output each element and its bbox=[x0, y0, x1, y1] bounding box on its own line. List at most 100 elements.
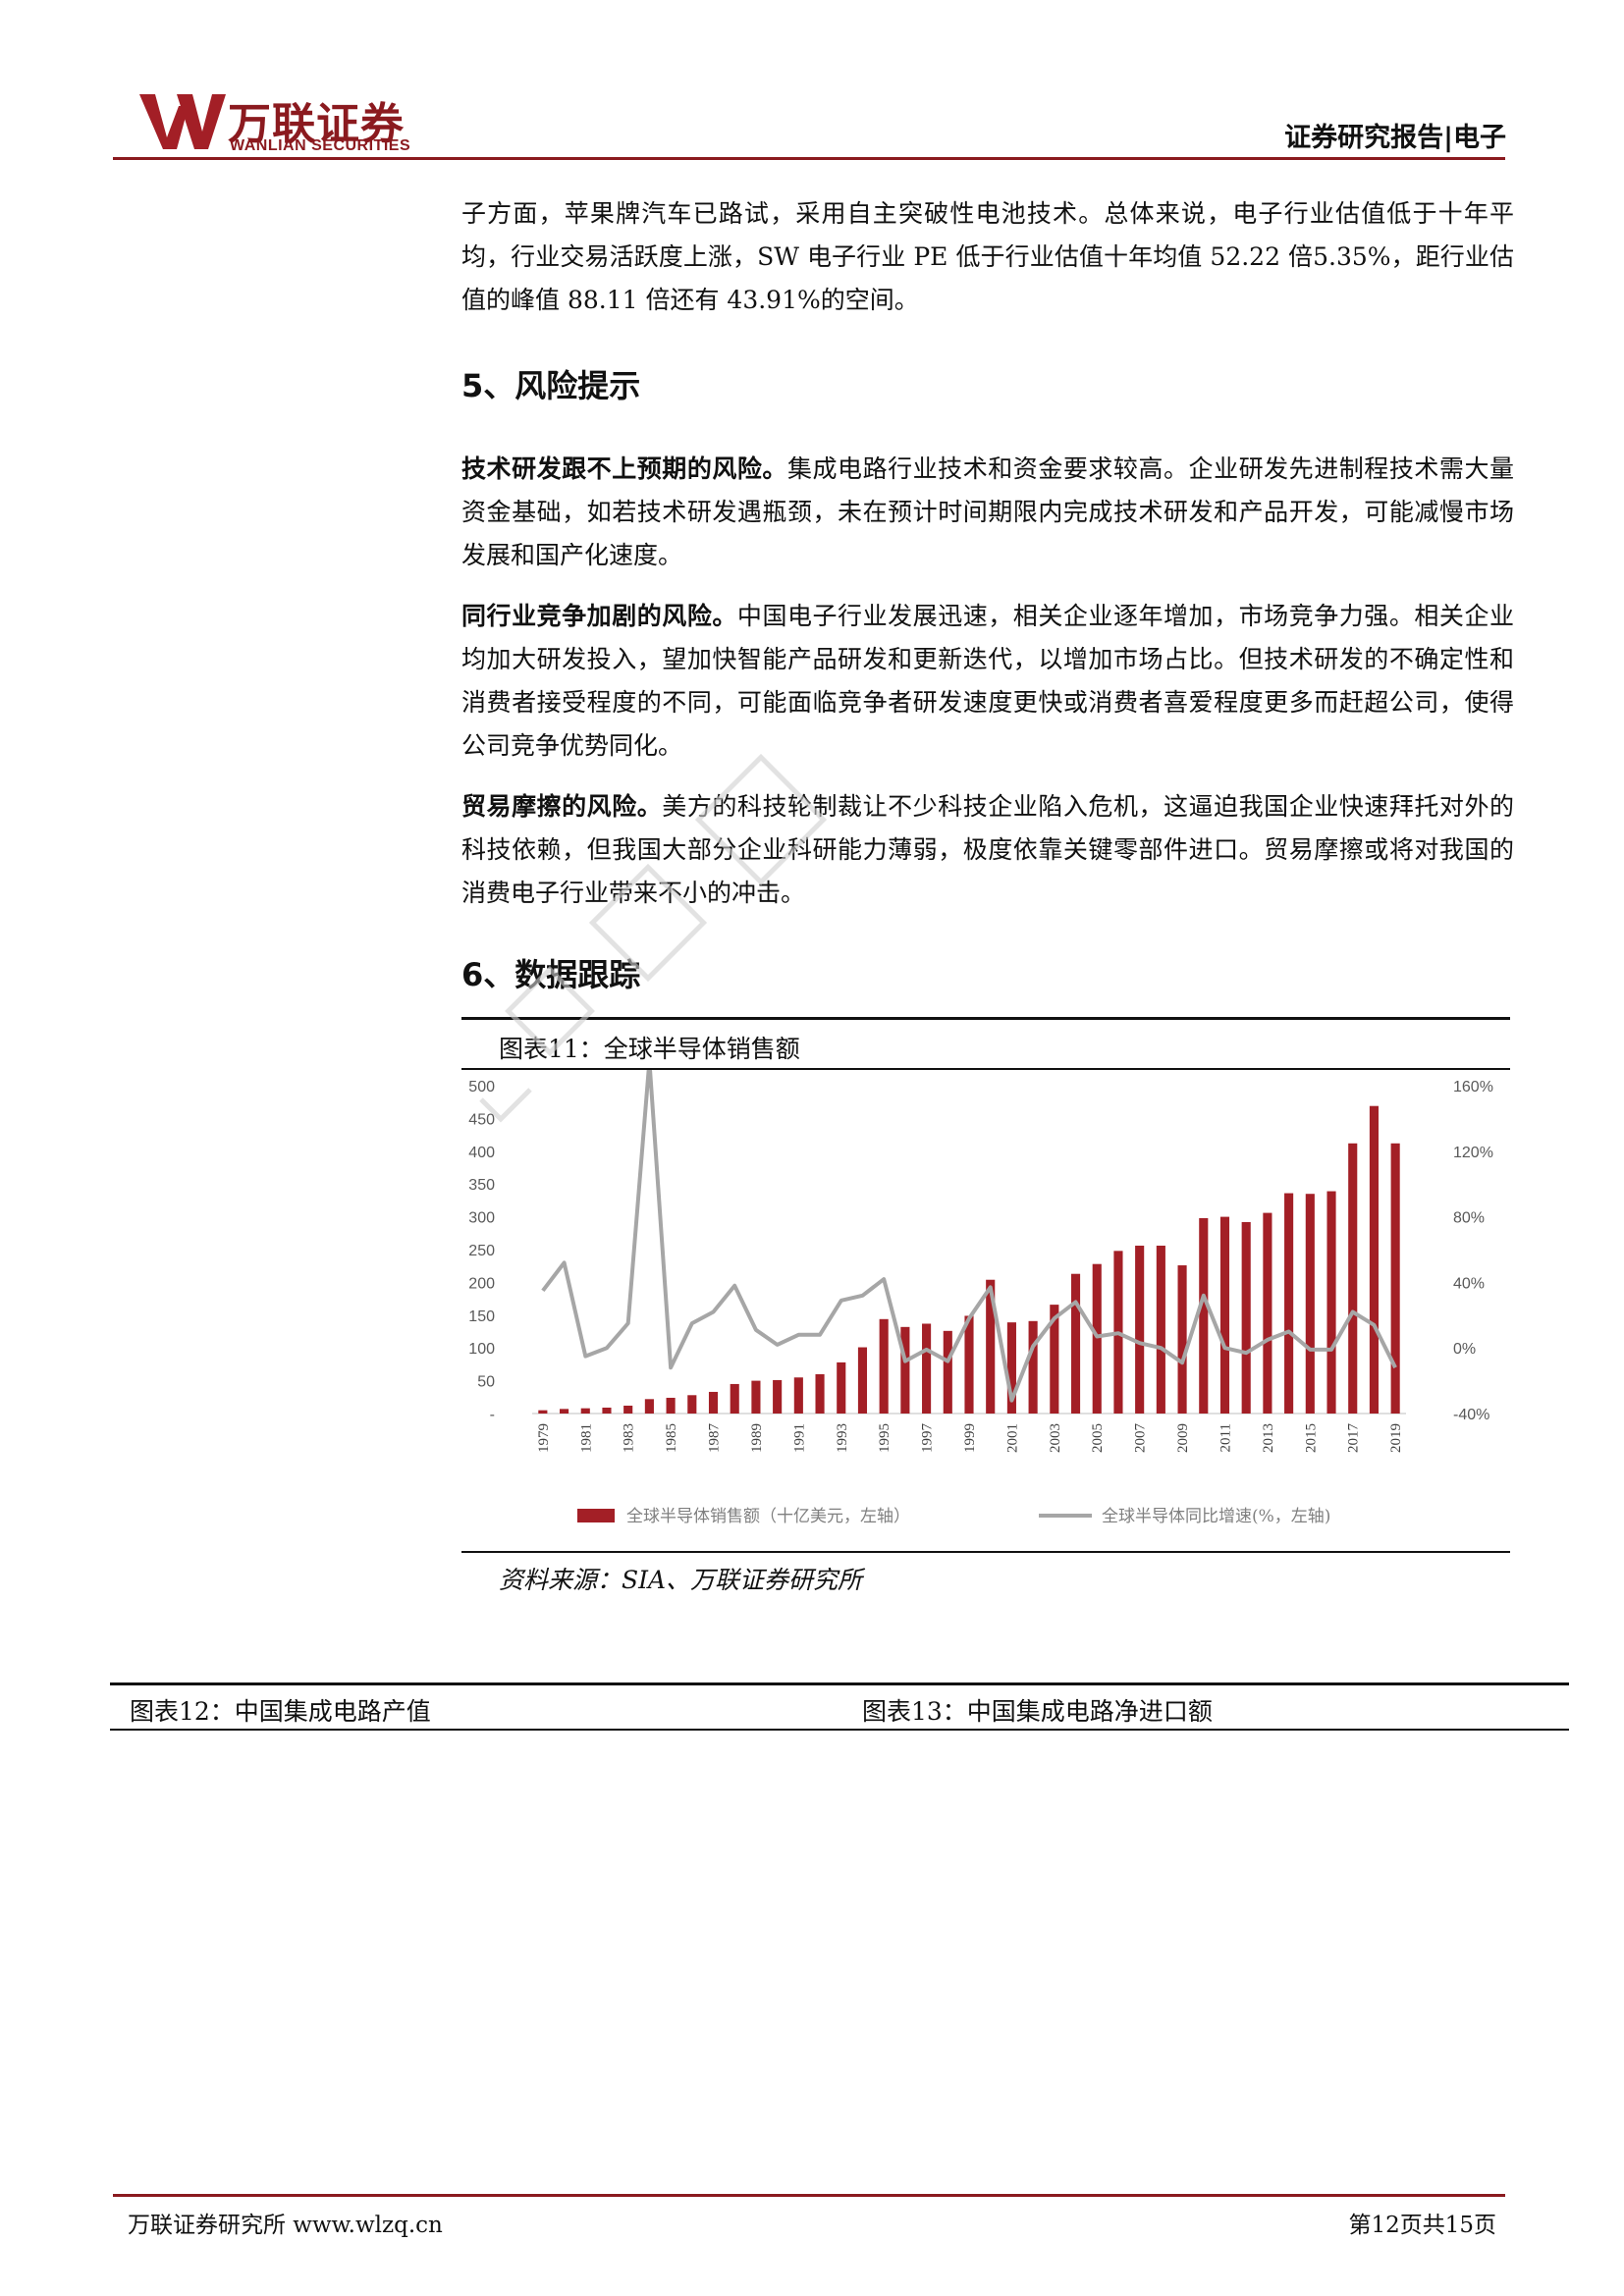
figure-12-13-top-rule bbox=[110, 1682, 1569, 1685]
bar-2009 bbox=[1177, 1265, 1187, 1414]
bar-1994 bbox=[857, 1347, 868, 1414]
risk-paragraph-1: 技术研发跟不上预期的风险。集成电路行业技术和资金要求较高。企业研发先进制程技术需… bbox=[461, 448, 1514, 577]
header-divider bbox=[113, 157, 1505, 160]
bar-2013 bbox=[1263, 1212, 1272, 1414]
risk-paragraph-3: 贸易摩擦的风险。美方的科技轮制裁让不少科技企业陷入危机，这逼迫我国企业快速拜托对… bbox=[461, 785, 1514, 915]
risk-2-body: 中国电子行业发展迅速，相关企业逐年增加，市场竞争力强。相关企业均加大研发投入，望… bbox=[461, 602, 1514, 760]
left-axis-tick-label: 50 bbox=[477, 1374, 495, 1391]
left-axis-tick-label: 250 bbox=[468, 1243, 495, 1259]
x-axis-tick-label: 2001 bbox=[1004, 1423, 1020, 1453]
bar-2011 bbox=[1219, 1216, 1230, 1414]
figure-11-title-rule bbox=[461, 1068, 1510, 1070]
x-axis-tick-label: 2013 bbox=[1261, 1423, 1276, 1453]
report-header-title: 证券研究报告|电子 bbox=[1284, 123, 1506, 153]
bar-1989 bbox=[751, 1380, 761, 1414]
bar-1997 bbox=[922, 1323, 932, 1414]
intro-paragraph: 子方面，苹果牌汽车已路试，采用自主突破性电池技术。总体来说，电子行业估值低于十年… bbox=[461, 199, 1514, 314]
x-axis-tick-label: 1991 bbox=[791, 1423, 807, 1453]
section-6-heading: 6、数据跟踪 bbox=[461, 956, 641, 993]
x-axis-tick-label: 1995 bbox=[877, 1423, 893, 1453]
section-5-heading: 5、风险提示 bbox=[461, 367, 641, 404]
bar-2018 bbox=[1369, 1105, 1379, 1414]
bar-1982 bbox=[602, 1407, 612, 1414]
bar-2017 bbox=[1348, 1143, 1358, 1414]
bar-1988 bbox=[730, 1383, 739, 1414]
x-axis-tick-label: 2003 bbox=[1048, 1423, 1063, 1453]
x-axis-tick-label: 1987 bbox=[707, 1423, 723, 1454]
left-axis-tick-label: 300 bbox=[468, 1210, 495, 1227]
figure-11-title: 图表11：全球半导体销售额 bbox=[499, 1035, 800, 1063]
risk-paragraph-2: 同行业竞争加剧的风险。中国电子行业发展迅速，相关企业逐年增加，市场竞争力强。相关… bbox=[461, 595, 1514, 768]
company-logo: 万联证券 WANLIAN SECURITIES bbox=[137, 86, 461, 155]
x-axis-tick-label: 2019 bbox=[1388, 1423, 1404, 1453]
risk-1-title: 技术研发跟不上预期的风险。 bbox=[461, 454, 787, 483]
left-axis-tick-label: 400 bbox=[468, 1145, 495, 1161]
semiconductor-sales-chart: - 50 100 150 200 250 300 350 400 450 500 -40% 0% 40% 8… bbox=[468, 1070, 1493, 1526]
bar-2014 bbox=[1284, 1193, 1294, 1414]
bar-1993 bbox=[837, 1362, 846, 1414]
growth-rate-line bbox=[541, 1070, 1397, 1403]
x-axis-tick-label: 2011 bbox=[1218, 1423, 1233, 1452]
figure-11-source: 资料来源：SIA、万联证券研究所 bbox=[499, 1566, 863, 1594]
x-axis-tick-label: 2009 bbox=[1175, 1423, 1191, 1453]
bar-1987 bbox=[708, 1391, 719, 1414]
logo-english-name: WANLIAN SECURITIES bbox=[230, 137, 411, 154]
right-axis-tick-label: 120% bbox=[1453, 1145, 1493, 1161]
legend-bar-label: 全球半导体销售额（十亿美元，左轴） bbox=[626, 1507, 910, 1526]
x-axis-tick-label: 1981 bbox=[578, 1423, 594, 1453]
x-axis-tick-label: 1993 bbox=[835, 1423, 850, 1453]
legend-bar-swatch bbox=[577, 1509, 615, 1522]
bar-2004 bbox=[1070, 1273, 1081, 1414]
bar-1990 bbox=[773, 1379, 783, 1414]
bar-2015 bbox=[1305, 1194, 1315, 1414]
bar-2008 bbox=[1156, 1245, 1165, 1414]
x-axis-tick-label: 1997 bbox=[920, 1423, 936, 1454]
bar-1995 bbox=[879, 1318, 889, 1414]
x-axis-tick-label: 1979 bbox=[536, 1423, 552, 1453]
bar-1992 bbox=[815, 1373, 825, 1414]
bar-2001 bbox=[1006, 1322, 1016, 1414]
x-axis-tick-label: 1985 bbox=[664, 1423, 679, 1453]
footer-divider bbox=[113, 2194, 1505, 2197]
bar-1985 bbox=[666, 1397, 676, 1414]
bar-1991 bbox=[793, 1377, 803, 1414]
footer-institute: 万联证券研究所 www.wlzq.cn bbox=[128, 2213, 443, 2238]
x-axis-tick-label: 1999 bbox=[962, 1423, 978, 1453]
bar-2007 bbox=[1135, 1245, 1145, 1414]
left-axis-tick-label: 150 bbox=[468, 1308, 495, 1325]
bar-2016 bbox=[1326, 1191, 1336, 1414]
left-axis-tick-label: 350 bbox=[468, 1177, 495, 1194]
x-axis-tick-label: 2005 bbox=[1090, 1423, 1106, 1453]
bar-2003 bbox=[1050, 1305, 1059, 1414]
bar-1983 bbox=[623, 1405, 633, 1414]
risk-2-title: 同行业竞争加剧的风险。 bbox=[461, 602, 737, 630]
x-axis-tick-label: 1983 bbox=[622, 1423, 637, 1453]
bar-2000 bbox=[986, 1279, 996, 1414]
right-axis-tick-label: 160% bbox=[1453, 1079, 1493, 1095]
bar-2005 bbox=[1092, 1263, 1102, 1414]
risk-3-title: 贸易摩擦的风险。 bbox=[461, 792, 663, 821]
bar-1999 bbox=[964, 1315, 974, 1414]
figure-11-top-rule bbox=[461, 1017, 1510, 1020]
logo-chinese-name: 万联证券 bbox=[228, 99, 405, 149]
bar-2012 bbox=[1241, 1221, 1251, 1414]
bar-2002 bbox=[1028, 1320, 1038, 1414]
left-axis-tick-label: 200 bbox=[468, 1275, 495, 1292]
risk-1-body: 集成电路行业技术和资金要求较高。企业研发先进制程技术需大量资金基础，如若技术研发… bbox=[461, 454, 1514, 569]
x-axis-tick-label: 2007 bbox=[1133, 1423, 1149, 1454]
right-axis-tick-label: 80% bbox=[1453, 1210, 1485, 1227]
right-axis-tick-label: -40% bbox=[1453, 1407, 1489, 1423]
x-axis-tick-label: 2015 bbox=[1303, 1423, 1319, 1453]
bar-1986 bbox=[687, 1395, 697, 1414]
left-axis-tick-label: 450 bbox=[468, 1111, 495, 1128]
logo-mark-icon bbox=[139, 94, 226, 149]
bar-1998 bbox=[943, 1330, 952, 1414]
bar-1979 bbox=[538, 1410, 548, 1414]
left-axis-tick-label: - bbox=[490, 1407, 495, 1423]
left-axis-tick-label: 500 bbox=[468, 1079, 495, 1095]
bar-1981 bbox=[580, 1408, 590, 1414]
right-axis-tick-label: 40% bbox=[1453, 1275, 1485, 1292]
bar-2010 bbox=[1199, 1217, 1209, 1414]
bar-2019 bbox=[1390, 1143, 1400, 1414]
figure-12-title: 图表12：中国集成电路产值 bbox=[130, 1697, 431, 1726]
